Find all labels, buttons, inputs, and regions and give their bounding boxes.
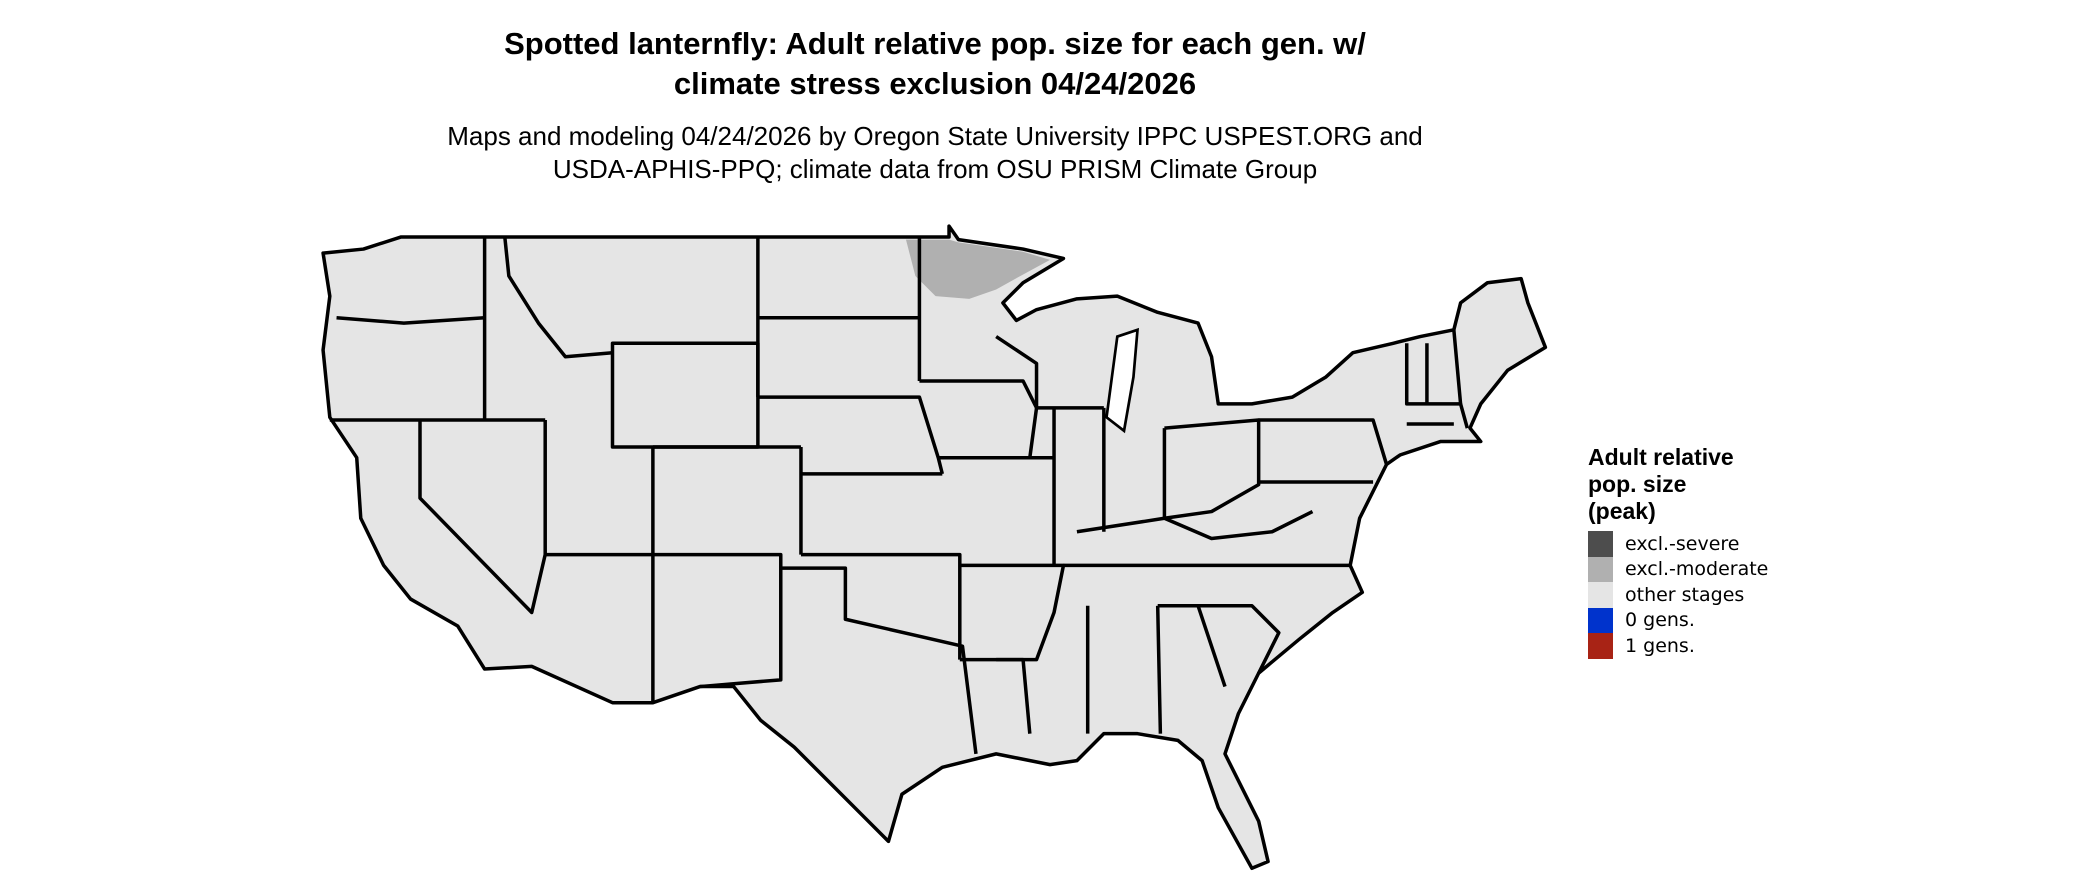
- legend-item-1-gens: 1 gens.: [1588, 633, 1768, 659]
- legend-swatch: [1588, 607, 1613, 633]
- legend-swatch: [1588, 531, 1613, 557]
- state-borders: [329, 236, 1469, 755]
- legend: Adult relative pop. size (peak) excl.-se…: [1588, 444, 1768, 659]
- legend-title: Adult relative pop. size (peak): [1588, 444, 1734, 524]
- legend-item-0-gens: 0 gens.: [1588, 607, 1768, 633]
- legend-label: 0 gens.: [1625, 609, 1695, 632]
- legend-swatch: [1588, 633, 1613, 659]
- map-subtitle: Maps and modeling 04/24/2026 by Oregon S…: [447, 121, 1423, 184]
- great-lakes-michigan: [1105, 327, 1140, 434]
- legend-label: other stages: [1625, 583, 1745, 606]
- legend-label: excl.-severe: [1625, 532, 1740, 555]
- legend-swatch: [1588, 582, 1613, 608]
- legend-label: excl.-moderate: [1625, 558, 1769, 581]
- legend-item-excl-moderate: excl.-moderate: [1588, 556, 1769, 582]
- map-title: Spotted lanternfly: Adult relative pop. …: [504, 26, 1366, 101]
- legend-swatch: [1588, 556, 1613, 582]
- legend-item-excl-severe: excl.-severe: [1588, 531, 1768, 557]
- legend-item-other-stages: other stages: [1588, 582, 1768, 608]
- us-outline: [321, 224, 1548, 871]
- excl-moderate-region: [905, 239, 1050, 299]
- legend-label: 1 gens.: [1625, 634, 1695, 657]
